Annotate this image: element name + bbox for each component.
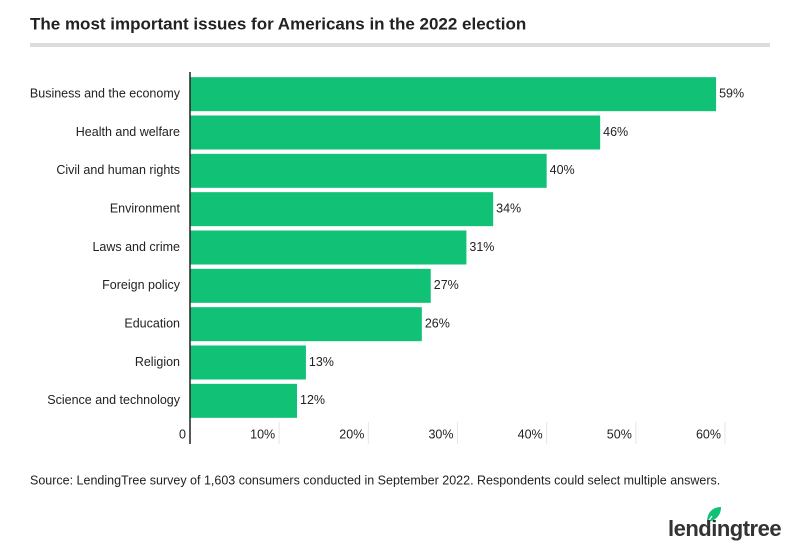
y-tick-label: Foreign policy [102,278,181,292]
bar [190,307,422,342]
logo-icon [707,507,721,523]
title-rule [30,43,770,47]
x-tick-label: 60% [696,427,721,441]
bar [190,345,306,380]
bar [190,115,601,150]
bar [190,230,467,265]
x-tick-label: 0 [179,427,186,441]
value-label: 34% [496,201,521,215]
bar [190,192,494,227]
value-label: 59% [719,86,744,100]
bar [190,77,717,112]
x-tick-label: 50% [607,427,632,441]
y-tick-label: Environment [110,201,181,215]
source-note: Source: LendingTree survey of 1,603 cons… [30,473,720,487]
y-tick-label: Religion [135,355,180,369]
bar [190,268,431,303]
value-label: 46% [603,125,628,139]
chart-title: The most important issues for Americans … [30,14,526,33]
value-label: 26% [425,316,450,330]
logo-text: lendingtree [668,516,781,541]
x-tick-label: 20% [339,427,364,441]
y-tick-label: Business and the economy [30,86,181,100]
value-label: 13% [309,355,334,369]
value-label: 12% [300,393,325,407]
x-tick-label: 40% [518,427,543,441]
y-tick-label: Laws and crime [92,240,180,254]
y-tick-label: Civil and human rights [56,163,180,177]
bar [190,153,547,188]
y-tick-label: Health and welfare [76,125,180,139]
value-label: 40% [550,163,575,177]
y-tick-label: Science and technology [47,393,180,407]
y-tick-label: Education [124,316,180,330]
value-label: 27% [434,278,459,292]
bar [190,383,297,418]
x-tick-label: 10% [250,427,275,441]
x-tick-label: 30% [428,427,453,441]
value-label: 31% [469,240,494,254]
